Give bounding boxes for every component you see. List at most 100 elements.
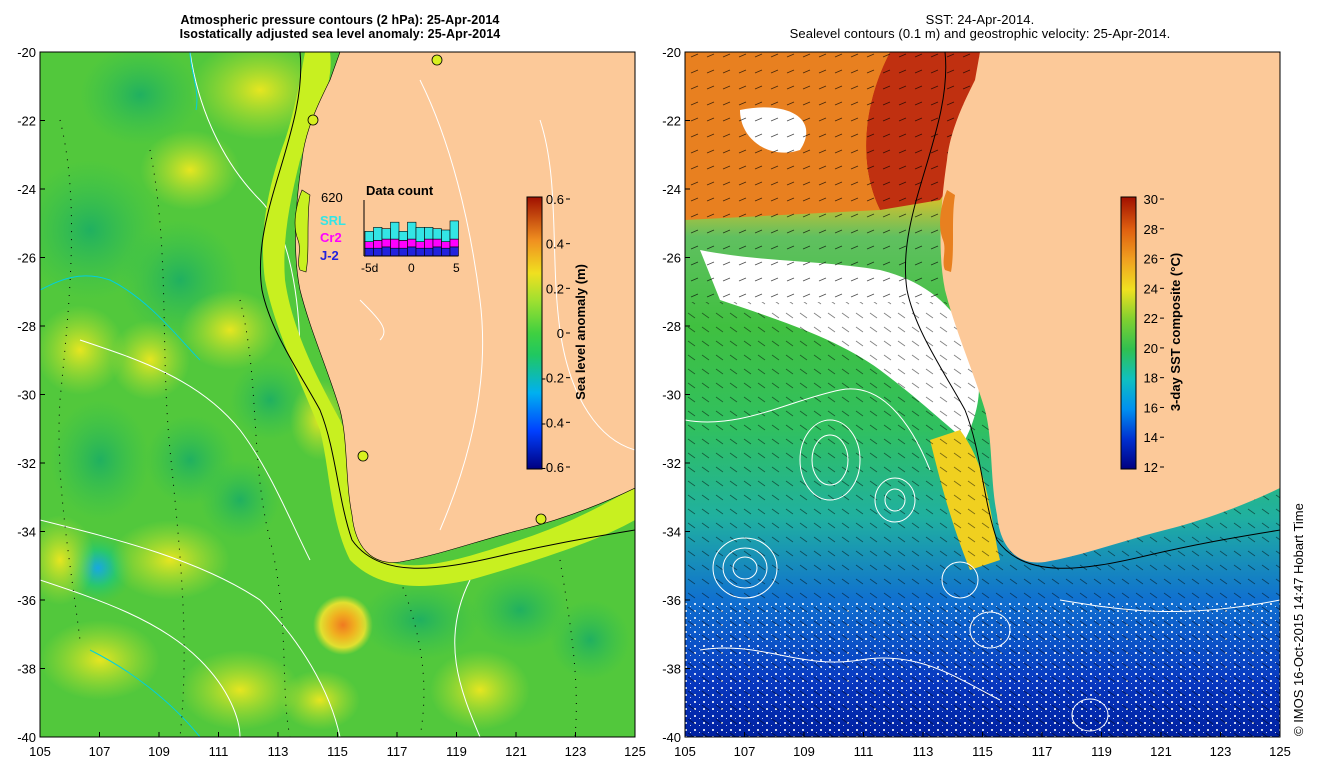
- left-lon-tick: 107: [89, 744, 111, 759]
- data-count-bar-cr2: [441, 241, 451, 249]
- left-lat-tick: -20: [17, 45, 36, 60]
- data-count-bar-cr2: [415, 241, 425, 249]
- right-lon-tick: 115: [972, 744, 993, 759]
- sst-colorbar-tick: 18: [1144, 371, 1158, 386]
- right-lat-tick: -38: [662, 662, 681, 677]
- data-count-bar-srl: [415, 227, 425, 242]
- right-lon-axis: 105 107 109 111 113 115 117 119 121 123 125: [674, 732, 1291, 759]
- left-lat-tick: -22: [17, 114, 36, 129]
- sla-colorbar-tick: -0.2: [542, 371, 564, 386]
- right-lat-tick: -40: [662, 730, 681, 745]
- sst-colorbar-tick: 26: [1144, 252, 1158, 267]
- left-title-line1: Atmospheric pressure contours (2 hPa): 2…: [180, 13, 500, 27]
- data-count-bar-srl: [373, 227, 383, 241]
- right-lon-tick: 123: [1210, 744, 1232, 759]
- data-count-bar-srl: [364, 231, 374, 243]
- credit-text: © IMOS 16-Oct-2015 14:47 Hobart Time: [1291, 503, 1306, 736]
- sla-colorbar-tick: -0.4: [542, 415, 564, 430]
- left-lat-tick: -24: [17, 182, 36, 197]
- right-lon-tick: 113: [913, 744, 934, 759]
- data-count-bar-cr2: [449, 238, 459, 248]
- right-lat-tick: -32: [662, 456, 681, 471]
- data-count-bar-j2: [424, 247, 434, 257]
- data-count-bar-j2: [407, 246, 417, 257]
- data-count-bar-j2: [390, 247, 400, 257]
- left-map-title: Atmospheric pressure contours (2 hPa): 2…: [100, 13, 580, 41]
- left-lat-tick: -38: [17, 662, 36, 677]
- data-count-bar-srl: [390, 221, 400, 240]
- right-map-title: SST: 24-Apr-2014. Sealevel contours (0.1…: [700, 13, 1260, 41]
- left-lon-tick: 105: [29, 744, 51, 759]
- data-count-title: Data count: [366, 183, 434, 198]
- data-count-bar-cr2: [373, 240, 383, 249]
- right-lat-tick: -24: [662, 182, 681, 197]
- left-lat-tick: -26: [17, 251, 36, 266]
- data-count-bar-cr2: [432, 238, 442, 248]
- left-lon-tick: 125: [624, 744, 646, 759]
- right-lat-tick: -26: [662, 251, 681, 266]
- sla-colorbar-tick: 0.4: [546, 237, 564, 252]
- sst-colorbar-tick: 30: [1144, 192, 1158, 207]
- sst-colorbar-tick: 16: [1144, 400, 1158, 415]
- data-count-tick-left: -5d: [361, 261, 378, 275]
- data-count-bar-cr2: [381, 238, 391, 248]
- sla-colorbar-tick: -0.6: [542, 460, 564, 475]
- left-lat-tick: -34: [17, 525, 36, 540]
- legend-cr2: Cr2: [320, 230, 342, 245]
- data-count-bar-j2: [415, 247, 425, 257]
- left-land-australia: [295, 52, 635, 563]
- data-count-bar-srl: [441, 229, 451, 242]
- right-lon-tick: 105: [674, 744, 696, 759]
- legend-srl: SRL: [320, 213, 346, 228]
- left-lon-tick: 115: [327, 744, 348, 759]
- left-lon-tick: 109: [148, 744, 170, 759]
- credit-label: © IMOS 16-Oct-2015 14:47 Hobart Time: [1291, 503, 1306, 736]
- right-map: -20 -22 -24 -26 -28 -30 -32 -34 -36 -38 -40 105 107…: [662, 45, 1291, 759]
- right-lon-tick: 117: [1032, 744, 1053, 759]
- data-count-bar-j2: [364, 247, 374, 257]
- right-title-line2: Sealevel contours (0.1 m) and geostrophi…: [789, 26, 1171, 41]
- sst-colorbar-tick: 12: [1144, 460, 1158, 475]
- right-lon-tick: 111: [854, 744, 874, 759]
- sst-colorbar-tick: 28: [1144, 222, 1158, 237]
- left-lat-tick: -36: [17, 593, 36, 608]
- right-land-australia: [940, 52, 1280, 563]
- sst-colorbar-tick: 14: [1144, 430, 1158, 445]
- data-count-bar-srl: [424, 227, 434, 240]
- legend-j2: J-2: [320, 248, 339, 263]
- data-count-bar-j2: [449, 246, 459, 257]
- right-map-field: [685, 52, 1280, 737]
- sst-colorbar-tick: 20: [1144, 341, 1158, 356]
- left-lat-tick: -28: [17, 319, 36, 334]
- data-count-bar-cr2: [424, 238, 434, 249]
- data-count-bar-srl: [381, 228, 391, 240]
- left-map: -20 -22 -24 -26 -28 -30 -32 -34 -36 -38 -40 105 107…: [17, 45, 646, 759]
- left-lat-tick: -40: [17, 730, 36, 745]
- left-lon-tick: 117: [387, 744, 408, 759]
- data-count-total: 620: [321, 190, 343, 205]
- right-title-line1: SST: 24-Apr-2014.: [925, 12, 1035, 27]
- data-count-bar-srl: [407, 221, 417, 240]
- right-lat-tick: -34: [662, 525, 681, 540]
- right-lat-tick: -28: [662, 319, 681, 334]
- right-lat-tick: -36: [662, 593, 681, 608]
- sla-colorbar: 0.6 0.4 0.2 0 -0.2 -0.4 -0.6 Sea level anomaly…: [526, 192, 588, 475]
- data-count-tick-right: 5: [453, 261, 460, 275]
- left-lat-tick: -32: [17, 456, 36, 471]
- data-count-bar-j2: [432, 246, 442, 257]
- right-lat-tick: -30: [662, 388, 681, 403]
- left-title-line2: Isostatically adjusted sea level anomaly…: [179, 27, 501, 41]
- left-lat-tick: -30: [17, 388, 36, 403]
- left-lat-axis: -20 -22 -24 -26 -28 -30 -32 -34 -36 -38 -40: [17, 45, 45, 745]
- right-lon-tick: 119: [1091, 744, 1112, 759]
- data-count-tick-mid: 0: [408, 261, 415, 275]
- left-map-field: [40, 52, 635, 737]
- data-count-inset: Data count 620 SRL Cr2 J-2 -5d 0 5: [320, 183, 460, 275]
- data-count-bar-srl: [398, 231, 408, 241]
- data-count-bar-j2: [441, 247, 451, 257]
- data-count-bar-srl: [449, 220, 459, 240]
- data-count-bar-srl: [432, 228, 442, 240]
- sla-colorbar-tick: 0: [557, 326, 564, 341]
- right-lon-tick: 125: [1269, 744, 1291, 759]
- data-count-bar-j2: [398, 247, 408, 257]
